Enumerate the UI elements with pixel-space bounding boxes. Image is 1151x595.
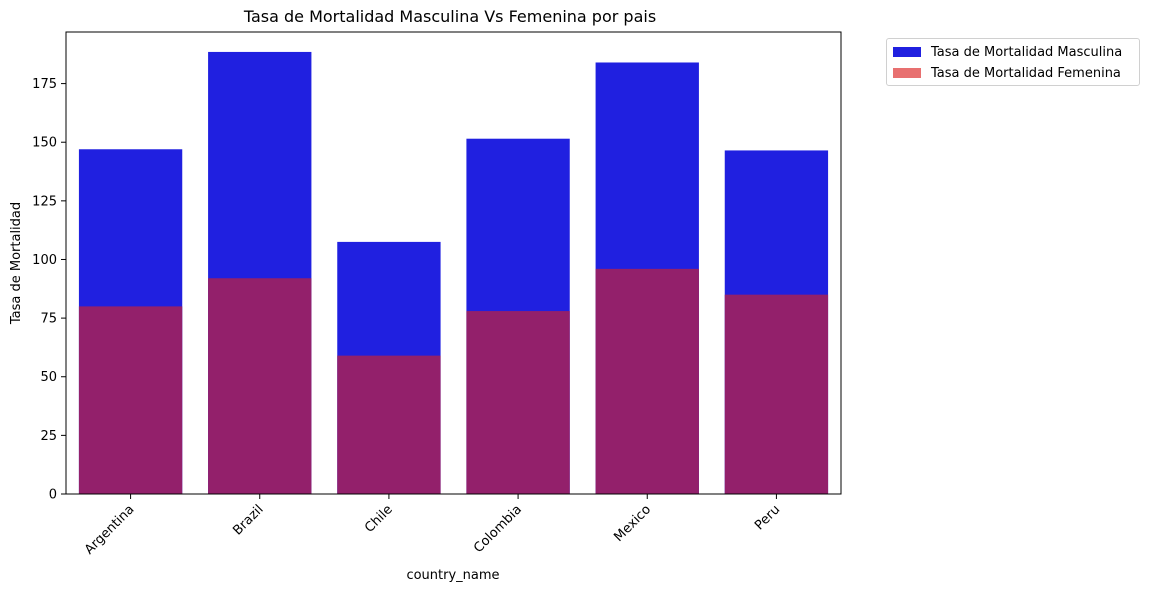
- legend-label-male: Tasa de Mortalidad Masculina: [931, 44, 1123, 60]
- x-tick-label-mexico: Mexico: [611, 502, 654, 545]
- bar-female-chile: [337, 355, 441, 494]
- y-tick-label: 175: [32, 77, 57, 92]
- x-tick-label-colombia: Colombia: [471, 502, 525, 556]
- y-axis-label: Tasa de Mortalidad: [9, 202, 24, 325]
- y-tick-label: 125: [32, 194, 57, 209]
- y-tick-label: 150: [32, 136, 57, 151]
- bars-layer: [78, 51, 829, 495]
- bar-female-brazil: [208, 278, 312, 494]
- x-axis: Argentina Brazil Chile Colombia Mexico Peru: [82, 494, 783, 558]
- y-tick-label: 50: [40, 370, 57, 385]
- x-axis-label: country_name: [406, 568, 499, 583]
- x-tick-label-brazil: Brazil: [230, 502, 266, 538]
- plot-frame: [65, 31, 842, 495]
- legend-swatch-male: [893, 47, 921, 57]
- y-tick-label: 0: [49, 488, 57, 503]
- legend-swatch-female: [893, 68, 921, 78]
- legend-label-female: Tasa de Mortalidad Femenina: [931, 65, 1121, 81]
- bar-female-mexico: [595, 268, 699, 494]
- bar-female-colombia: [466, 311, 570, 494]
- legend: Tasa de Mortalidad Masculina Tasa de Mor…: [886, 38, 1140, 86]
- bar-female-peru: [724, 294, 829, 494]
- x-tick-label-argentina: Argentina: [82, 502, 137, 557]
- y-tick-label: 75: [40, 312, 57, 327]
- y-tick-label: 100: [32, 253, 57, 268]
- legend-item-male: Tasa de Mortalidad Masculina: [893, 44, 1122, 60]
- bar-female-argentina: [78, 306, 183, 494]
- legend-item-female: Tasa de Mortalidad Femenina: [893, 65, 1121, 81]
- x-tick-label-peru: Peru: [752, 502, 783, 533]
- y-tick-label: 25: [40, 429, 57, 444]
- x-tick-label-chile: Chile: [362, 502, 396, 536]
- chart-title: Tasa de Mortalidad Masculina Vs Femenina…: [243, 7, 656, 26]
- y-axis: 0 25 50 75 100 125 150 175: [32, 77, 66, 503]
